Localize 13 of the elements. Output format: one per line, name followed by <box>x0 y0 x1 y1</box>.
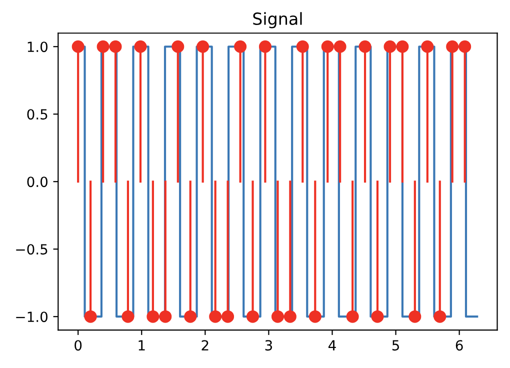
x-tick-label: 2 <box>202 340 208 350</box>
chart-title: Signal <box>253 12 302 28</box>
x-tick-label: 6 <box>456 340 463 351</box>
y-tick-label: 0.5 <box>27 109 48 120</box>
y-tick-label: −0.5 <box>16 244 48 255</box>
x-tick-label: 3 <box>265 340 272 351</box>
y-tick-label: −1.0 <box>16 312 48 322</box>
y-tick-label: 0.0 <box>27 176 48 188</box>
x-tick-label: 1 <box>138 340 145 350</box>
x-tick-label: 0 <box>74 340 82 351</box>
x-tick-label: 5 <box>392 340 399 351</box>
y-tick-label: 1.0 <box>28 42 48 52</box>
x-tick-label: 4 <box>328 340 336 350</box>
